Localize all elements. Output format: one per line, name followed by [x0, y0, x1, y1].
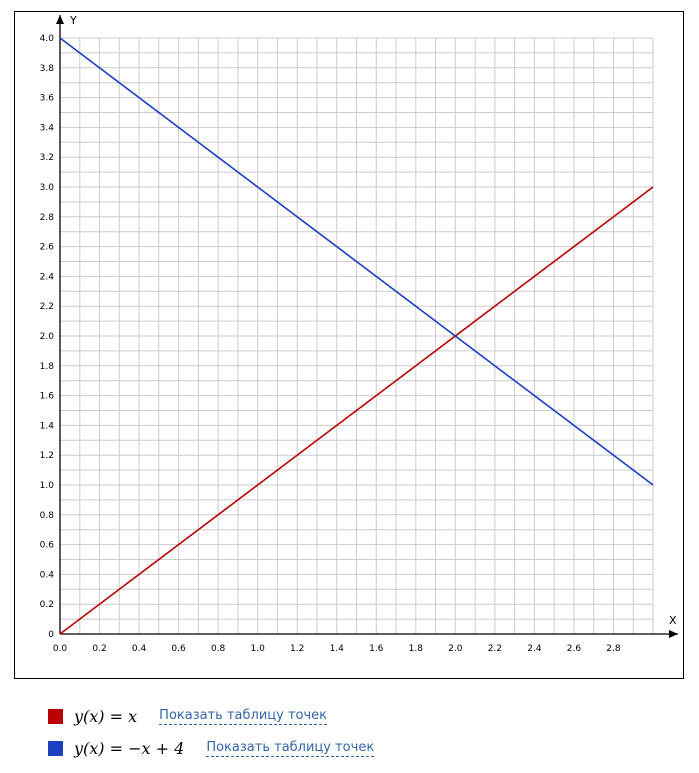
formula-rhs: x — [128, 706, 138, 726]
x-tick-label: 2.4 — [527, 644, 542, 654]
y-tick-label: 2.6 — [40, 243, 55, 253]
y-tick-label: 0.2 — [40, 600, 54, 610]
formula-eq: = — [109, 738, 124, 758]
y-tick-label: 0.4 — [40, 570, 55, 580]
x-tick-label: 2.0 — [448, 644, 463, 654]
y-tick-label: 3.0 — [40, 183, 55, 193]
show-points-table-link-2[interactable]: Показать таблицу точек — [206, 739, 375, 757]
x-tick-label: 1.8 — [409, 644, 424, 654]
series-line-1 — [59, 186, 654, 635]
y-tick-label: 3.8 — [40, 64, 55, 74]
y-tick-label: 3.2 — [40, 153, 54, 163]
y-tick-label: 1.8 — [40, 362, 55, 372]
plot-area: 0.0 0.2 0.4 0.6 0.8 1.0 1.2 1.4 1.6 1.8 2.0 2.2 2.4 2… — [40, 14, 678, 654]
formula-lhs: y(x) — [74, 738, 105, 758]
x-tick-label: 0.0 — [53, 644, 68, 654]
y-tick-label: 1.0 — [40, 481, 55, 491]
plot-frame: 0.0 0.2 0.4 0.6 0.8 1.0 1.2 1.4 1.6 1.8 2.0 2.2 2.4 2… — [14, 11, 684, 679]
x-tick-label: 2.6 — [567, 644, 582, 654]
y-tick-label: 3.4 — [40, 123, 55, 133]
y-tick-label: 1.6 — [40, 392, 55, 402]
y-tick-label: 1.4 — [40, 421, 55, 431]
legend-swatch-blue — [48, 740, 63, 756]
grid — [60, 37, 654, 634]
y-axis-arrow-icon — [56, 15, 64, 24]
x-tick-label: 0.2 — [92, 644, 106, 654]
x-tick-label: 1.2 — [290, 644, 304, 654]
y-tick-label: 2.4 — [40, 272, 55, 282]
x-tick-label: 0.6 — [171, 644, 186, 654]
y-tick-label: 0.6 — [40, 541, 55, 551]
formula-rhs: −x + 4 — [128, 738, 185, 758]
legend-item-1: y(x) = x Показать таблицу точек — [48, 706, 328, 726]
x-tick-label: 1.0 — [251, 644, 266, 654]
show-points-table-link-1[interactable]: Показать таблицу точек — [159, 707, 328, 725]
x-tick-label: 2.2 — [488, 644, 502, 654]
formula-lhs: y(x) — [74, 706, 105, 726]
legend-swatch-red — [48, 708, 63, 724]
legend-formula-1: y(x) = x — [74, 707, 137, 726]
x-axis-label: X — [669, 614, 677, 627]
x-tick-label: 1.4 — [330, 644, 345, 654]
y-tick-label: 2.8 — [40, 213, 55, 223]
series-line-2 — [59, 37, 654, 486]
x-tick-label: 1.6 — [369, 644, 384, 654]
y-tick-label: 4.0 — [40, 34, 55, 44]
legend-item-2: y(x) = −x + 4 Показать таблицу точек — [48, 738, 375, 758]
x-tick-label: 2.8 — [606, 644, 621, 654]
x-tick-label: 0.4 — [132, 644, 147, 654]
tick-labels: 0.0 0.2 0.4 0.6 0.8 1.0 1.2 1.4 1.6 1.8 2.0 2.2 2.4 2… — [40, 34, 621, 654]
formula-eq: = — [109, 706, 124, 726]
y-tick-label: 0.8 — [40, 511, 55, 521]
y-tick-label: 2.2 — [40, 302, 54, 312]
y-tick-label: 2.0 — [40, 332, 55, 342]
x-tick-label: 0.8 — [211, 644, 226, 654]
axes — [56, 15, 678, 638]
y-tick-label: 0 — [48, 630, 54, 640]
y-axis-label: Y — [69, 14, 77, 27]
legend-formula-2: y(x) = −x + 4 — [74, 739, 184, 758]
series-lines — [59, 37, 654, 635]
y-tick-label: 3.6 — [40, 94, 55, 104]
y-tick-label: 1.2 — [40, 451, 54, 461]
x-axis-arrow-icon — [669, 630, 678, 638]
